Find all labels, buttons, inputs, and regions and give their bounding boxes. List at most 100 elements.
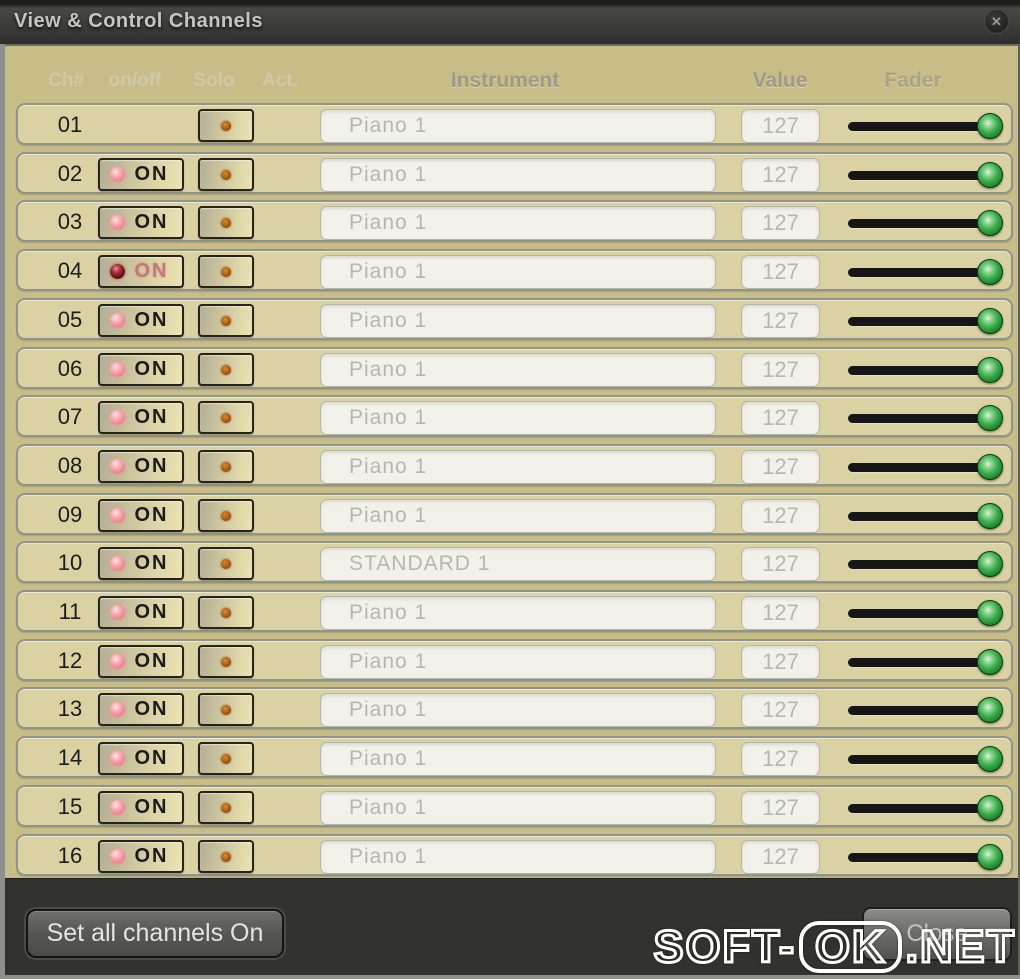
channel-on-button[interactable]: ON — [98, 742, 184, 775]
channel-on-button[interactable]: ON — [98, 840, 184, 873]
value-field[interactable]: 127 — [741, 304, 820, 338]
fader-track[interactable] — [848, 609, 989, 618]
fader-slider[interactable] — [844, 158, 1003, 192]
fader-track[interactable] — [848, 268, 989, 277]
channel-act-button[interactable] — [198, 742, 254, 775]
fader-slider[interactable] — [844, 206, 1003, 240]
instrument-field[interactable]: Piano 1 — [320, 450, 716, 484]
channel-act-button[interactable] — [198, 791, 254, 824]
fader-knob[interactable] — [977, 308, 1003, 334]
value-field[interactable]: 127 — [741, 499, 820, 533]
value-field[interactable]: 127 — [741, 450, 820, 484]
fader-knob[interactable] — [977, 844, 1003, 870]
value-field[interactable]: 127 — [741, 158, 820, 192]
fader-slider[interactable] — [844, 499, 1003, 533]
channel-act-button[interactable] — [198, 353, 254, 386]
instrument-field[interactable]: Piano 1 — [320, 840, 716, 874]
channel-act-button[interactable] — [198, 109, 254, 142]
instrument-field[interactable]: Piano 1 — [320, 596, 716, 630]
channel-on-button[interactable]: ON — [98, 645, 184, 678]
fader-slider[interactable] — [844, 791, 1003, 825]
close-button[interactable]: Close — [862, 907, 1012, 961]
fader-slider[interactable] — [844, 353, 1003, 387]
channel-on-button[interactable]: ON — [98, 450, 184, 483]
channel-on-button[interactable]: ON — [98, 304, 184, 337]
fader-knob[interactable] — [977, 746, 1003, 772]
fader-slider[interactable] — [844, 401, 1003, 435]
channel-act-button[interactable] — [198, 499, 254, 532]
set-all-channels-on-button[interactable]: Set all channels On — [26, 909, 284, 958]
value-field[interactable]: 127 — [741, 353, 820, 387]
value-field[interactable]: 127 — [741, 791, 820, 825]
fader-knob[interactable] — [977, 697, 1003, 723]
fader-knob[interactable] — [977, 405, 1003, 431]
instrument-field[interactable]: Piano 1 — [320, 158, 716, 192]
fader-knob[interactable] — [977, 649, 1003, 675]
fader-slider[interactable] — [844, 304, 1003, 338]
fader-knob[interactable] — [977, 113, 1003, 139]
fader-track[interactable] — [848, 755, 989, 764]
instrument-field[interactable]: Piano 1 — [320, 693, 716, 727]
fader-knob[interactable] — [977, 454, 1003, 480]
fader-track[interactable] — [848, 219, 989, 228]
fader-knob[interactable] — [977, 551, 1003, 577]
instrument-field[interactable]: STANDARD 1 — [320, 547, 716, 581]
channel-act-button[interactable] — [198, 304, 254, 337]
channel-act-button[interactable] — [198, 255, 254, 288]
window-close-button[interactable]: ✕ — [984, 9, 1009, 34]
fader-track[interactable] — [848, 171, 989, 180]
channel-act-button[interactable] — [198, 450, 254, 483]
fader-track[interactable] — [848, 463, 989, 472]
value-field[interactable]: 127 — [741, 840, 820, 874]
fader-track[interactable] — [848, 658, 989, 667]
instrument-field[interactable]: Piano 1 — [320, 255, 716, 289]
value-field[interactable]: 127 — [741, 255, 820, 289]
fader-track[interactable] — [848, 804, 989, 813]
instrument-field[interactable]: Piano 1 — [320, 499, 716, 533]
channel-act-button[interactable] — [198, 840, 254, 873]
channel-on-button[interactable]: ON — [98, 693, 184, 726]
channel-on-button[interactable]: ON — [98, 255, 184, 288]
channel-act-button[interactable] — [198, 693, 254, 726]
value-field[interactable]: 127 — [741, 109, 820, 143]
fader-track[interactable] — [848, 122, 989, 131]
fader-slider[interactable] — [844, 109, 1003, 143]
channel-on-button[interactable]: ON — [98, 353, 184, 386]
channel-on-button[interactable]: ON — [98, 499, 184, 532]
fader-track[interactable] — [848, 706, 989, 715]
value-field[interactable]: 127 — [741, 693, 820, 727]
channel-on-button[interactable]: ON — [98, 791, 184, 824]
fader-slider[interactable] — [844, 255, 1003, 289]
channel-act-button[interactable] — [198, 547, 254, 580]
instrument-field[interactable]: Piano 1 — [320, 791, 716, 825]
value-field[interactable]: 127 — [741, 547, 820, 581]
fader-knob[interactable] — [977, 259, 1003, 285]
value-field[interactable]: 127 — [741, 401, 820, 435]
instrument-field[interactable]: Piano 1 — [320, 109, 716, 143]
instrument-field[interactable]: Piano 1 — [320, 401, 716, 435]
fader-knob[interactable] — [977, 795, 1003, 821]
instrument-field[interactable]: Piano 1 — [320, 304, 716, 338]
instrument-field[interactable]: Piano 1 — [320, 645, 716, 679]
channel-act-button[interactable] — [198, 596, 254, 629]
channel-on-button[interactable]: ON — [98, 596, 184, 629]
fader-track[interactable] — [848, 366, 989, 375]
value-field[interactable]: 127 — [741, 645, 820, 679]
fader-slider[interactable] — [844, 693, 1003, 727]
fader-knob[interactable] — [977, 210, 1003, 236]
value-field[interactable]: 127 — [741, 206, 820, 240]
channel-on-button[interactable]: ON — [98, 158, 184, 191]
instrument-field[interactable]: Piano 1 — [320, 742, 716, 776]
fader-track[interactable] — [848, 853, 989, 862]
channel-act-button[interactable] — [198, 645, 254, 678]
fader-knob[interactable] — [977, 600, 1003, 626]
fader-slider[interactable] — [844, 742, 1003, 776]
channel-on-button[interactable]: ON — [98, 401, 184, 434]
instrument-field[interactable]: Piano 1 — [320, 353, 716, 387]
fader-knob[interactable] — [977, 162, 1003, 188]
fader-slider[interactable] — [844, 596, 1003, 630]
channel-act-button[interactable] — [198, 158, 254, 191]
fader-knob[interactable] — [977, 503, 1003, 529]
fader-knob[interactable] — [977, 357, 1003, 383]
value-field[interactable]: 127 — [741, 596, 820, 630]
